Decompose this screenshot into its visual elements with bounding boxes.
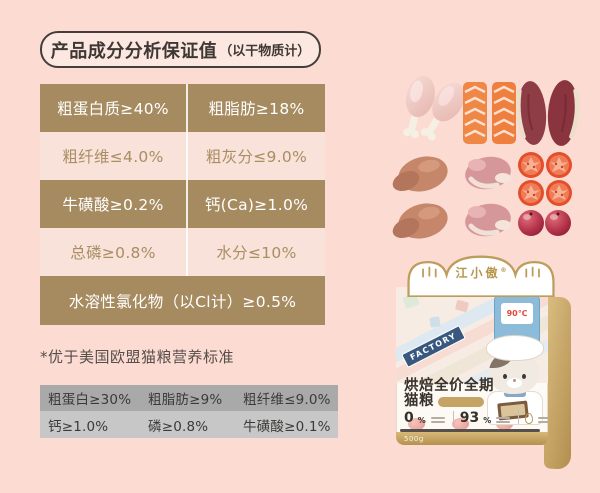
table-cell: 粗纤维≤4.0% [40,132,188,180]
package-body: 90℃ FACTORY [396,287,548,445]
chicken-hearts-image [458,156,518,246]
stat1-value: 0 [404,410,414,426]
stat-caption-bars [496,417,511,423]
product-name-line2: 猫粮 [404,393,434,409]
table-cell: 粗蛋白质≥40% [40,84,188,132]
table-cell: 粗蛋白≥30% [48,392,132,408]
standards-note: *优于美国欧盟猫粮营养标准 [40,348,235,366]
table-cell: 水溶性氯化物（以Cl计）≥0.5% [68,292,297,311]
stat-divider [518,411,520,424]
table-cell: 钙(Ca)≥1.0% [204,196,309,214]
table-row: 粗纤维≤4.0% 粗灰分≤9.0% [40,132,325,180]
table-cell: 粗纤维≤9.0% [243,392,331,408]
meat-piece [452,418,469,430]
package-paw-top [407,255,555,297]
chicken-liver-image [389,156,452,244]
table-cell: 粗灰分≤9.0% [205,148,308,166]
table-row: 粗蛋白质≥40% 粗脂肪≥18% [40,84,325,132]
table-cell: 磷≥0.8% [148,418,209,435]
product-package: 90℃ FACTORY [388,243,588,488]
stat2-value: 93 [459,410,480,426]
cat-worker-hat [486,335,544,361]
table-cell: 牛磺酸≥0.1% [243,418,331,435]
table-row: 粗蛋白≥30% 粗脂肪≥9% 粗纤维≤9.0% [40,385,338,411]
meat-piece [408,418,425,430]
gold-badge-pill [438,396,484,407]
beef-steaks-image [516,80,580,146]
stat-caption-bars [538,417,548,423]
table-row: 牛磺酸≥0.2% 钙(Ca)≥1.0% [40,180,325,228]
product-name: 烘焙全价全期 猫粮 [404,379,494,409]
package-stats: 0 % 93 % [404,411,548,425]
table-row: 水溶性氯化物（以Cl计）≥0.5% [40,276,325,325]
baking-process-icon [525,413,534,424]
title-sub-text: （以干物质计） [219,44,311,59]
table-cell: 粗脂肪≥18% [208,100,305,118]
table-cell: 总磷≥0.8% [40,228,188,276]
table-row: 总磷≥0.8% 水分≤10% [40,228,325,276]
page-title: 产品成分分析保证值 （以干物质计） [40,31,321,68]
brand-trademark: ® [500,267,507,274]
paw-toes-left [422,266,437,278]
standards-table: 粗蛋白≥30% 粗脂肪≥9% 粗纤维≤9.0% 钙≥1.0% 磷≥0.8% 牛磺… [40,385,338,438]
stat-caption-bars [430,417,445,423]
illustration-block [429,316,441,328]
package-gold-band: 500g [396,432,548,445]
cat-muzzle [507,378,522,388]
product-name-line1: 烘焙全价全期 [404,378,494,394]
net-weight-label: 500g [404,434,424,443]
salmon-fillets-image [463,82,516,144]
brand-name: 江小傲® [455,266,507,280]
stat2-unit: % [483,416,492,425]
table-cell: 钙≥1.0% [48,418,109,435]
cat-eye [522,374,526,379]
stat1-unit: % [417,416,426,425]
cat-nose [513,379,516,382]
analysis-table: 粗蛋白质≥40% 粗脂肪≥18% 粗纤维≤4.0% 粗灰分≤9.0% 牛磺酸≥0… [40,84,325,325]
package-side-gusset [544,296,571,470]
table-cell: 粗脂肪≥9% [148,392,223,408]
illustration-block [454,299,470,313]
title-main-text: 产品成分分析保证值 [50,40,218,62]
chicken-drumsticks-image [403,75,465,141]
temperature-display: 90℃ [501,303,533,324]
tomato-slices-image [518,152,572,206]
conveyor-belt [400,429,540,432]
table-row: 钙≥1.0% 磷≥0.8% 牛磺酸≥0.1% [40,411,338,438]
paw-toes-right [525,266,540,278]
cat-mascot [484,335,546,431]
stat-divider [452,411,454,424]
cranberries-image [518,210,571,236]
table-cell: 牛磺酸≥0.2% [40,180,188,228]
table-cell: 水分≤10% [216,244,297,262]
cat-eye [503,374,507,379]
